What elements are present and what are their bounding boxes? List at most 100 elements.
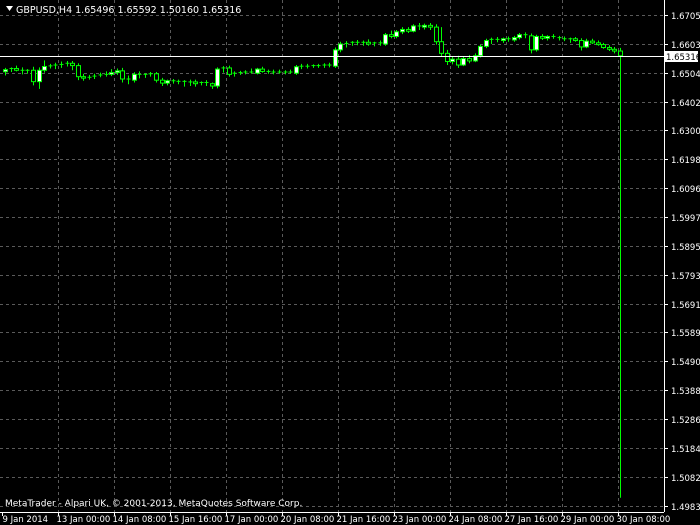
candle-body-bull (450, 58, 455, 63)
candle (434, 24, 439, 45)
candle-body-bull (109, 72, 114, 75)
candle (478, 44, 483, 58)
candle (406, 27, 411, 33)
candle (204, 80, 209, 87)
y-tick-label: 1.51840 (671, 445, 700, 455)
candle (512, 35, 517, 42)
candle-body-bear (579, 40, 584, 48)
candle (299, 63, 304, 70)
price-label: 1.65316 (666, 53, 700, 63)
y-tick-label: 1.49830 (671, 503, 700, 513)
x-axis: 9 Jan 2014 13 Jan 00:00 14 Jan 08:00 15 Jan… (2, 512, 671, 525)
candle (601, 42, 606, 49)
candle-body-bear (120, 70, 125, 80)
y-axis: 1.67050 1.66030 1.65040 1.64020 1.63000 1.619… (664, 12, 700, 513)
chevron-down-icon[interactable] (6, 6, 13, 11)
candle-body-bull (294, 66, 299, 74)
x-tick-label: 29 Jan 00:00 (561, 515, 615, 525)
y-tick-label: 1.56910 (671, 301, 700, 311)
candle (584, 38, 589, 49)
candle (37, 67, 42, 89)
candle (104, 71, 109, 77)
candle (42, 60, 47, 73)
y-tick-label: 1.57930 (671, 272, 700, 282)
candle-body-bear (618, 50, 623, 57)
candle (579, 38, 584, 51)
candle (400, 27, 405, 35)
x-tick-label: 30 Jan 08:00 (617, 515, 671, 525)
candle (48, 63, 53, 69)
y-tick-label: 1.50820 (671, 474, 700, 484)
candle-body-bear (154, 73, 159, 81)
y-tick-label: 1.55890 (671, 329, 700, 339)
y-tick-label: 1.52860 (671, 416, 700, 426)
candle (305, 63, 310, 69)
candle (607, 45, 612, 52)
candle-body-bear (14, 68, 19, 71)
candle (188, 79, 193, 87)
y-tick-label: 1.58950 (671, 243, 700, 253)
candle (137, 71, 142, 79)
candle-body-bull (584, 40, 589, 48)
symbol-info: GBPUSD,H4 1.65496 1.65592 1.50160 1.6531… (16, 5, 241, 16)
candle (176, 79, 181, 85)
candle (109, 69, 114, 77)
candle (148, 72, 153, 77)
candle-body-bear (573, 38, 578, 42)
candle-body-bull (115, 70, 120, 74)
symbol-header[interactable]: GBPUSD,H4 1.65496 1.65592 1.50160 1.6531… (6, 5, 241, 16)
candle-body-bear (529, 35, 534, 51)
candle-body-bull (484, 40, 489, 47)
candle (383, 32, 388, 46)
candle (65, 60, 70, 67)
candle (517, 32, 522, 40)
candle-body-bull (501, 38, 506, 42)
candle-body-bear (607, 47, 612, 50)
candle-body-bull (400, 28, 405, 33)
candle (199, 81, 204, 86)
candle (210, 82, 215, 89)
candle-body-bull (473, 55, 478, 62)
candle (20, 67, 25, 75)
candle-body-bull (422, 24, 427, 28)
candle (596, 40, 601, 46)
candle (81, 73, 86, 81)
candle-body-bear (406, 28, 411, 32)
candle (428, 23, 433, 31)
candle-body-bear (601, 44, 606, 49)
candle (422, 23, 427, 30)
candle-body-bull (478, 45, 483, 57)
candle (551, 34, 556, 39)
candle-body-bull (512, 37, 517, 41)
candle-body-bull (394, 31, 399, 37)
candle-body-bull (3, 69, 8, 73)
candle (182, 80, 187, 87)
candle (534, 34, 539, 52)
candle (378, 40, 383, 46)
candle (221, 66, 226, 73)
candle-body-bear (540, 35, 545, 39)
candle (98, 72, 103, 78)
candle (232, 71, 237, 77)
candle-body-bull (383, 34, 388, 45)
candle (92, 73, 97, 80)
candle (215, 67, 220, 89)
price-label-box (664, 51, 698, 62)
candle (143, 73, 148, 78)
candle (366, 39, 371, 46)
y-tick-label: 1.64020 (671, 99, 700, 109)
candle (53, 62, 58, 70)
candle-body-bull (37, 69, 42, 83)
x-tick-label: 17 Jan 00:00 (225, 515, 279, 525)
candle-body-bull (545, 35, 550, 39)
grid-lines (0, 0, 665, 513)
candle (31, 66, 36, 86)
candle (473, 53, 478, 63)
candle-body-bear (456, 58, 461, 66)
candle-body-bull (255, 68, 260, 74)
candle-body-bull (517, 34, 522, 39)
candle (120, 67, 125, 83)
candle (501, 37, 506, 43)
candle (417, 23, 422, 31)
